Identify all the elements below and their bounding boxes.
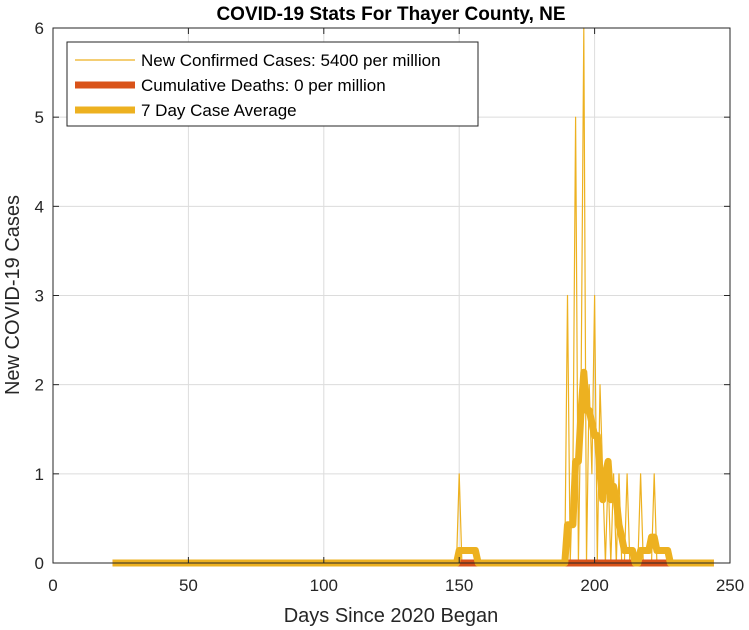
y-tick-label: 1 (35, 465, 44, 484)
x-tick-label: 250 (716, 576, 744, 595)
x-tick-label: 0 (48, 576, 57, 595)
series-line-3 (112, 368, 714, 567)
legend-label-3: 7 Day Case Average (141, 101, 297, 120)
chart-title: COVID-19 Stats For Thayer County, NE (216, 4, 565, 25)
legend-label-2: Cumulative Deaths: 0 per million (141, 76, 386, 95)
tick-layer: 0 50 100 150 200 250 0 1 2 3 4 5 6 (35, 19, 745, 595)
legend-box (66, 41, 479, 127)
x-tick-label: 150 (445, 576, 473, 595)
y-tick-label: 4 (35, 197, 44, 216)
legend: New Confirmed Cases: 5400 per million Cum… (66, 41, 479, 127)
y-tick-label: 2 (35, 376, 44, 395)
y-tick-label: 0 (35, 554, 44, 573)
x-tick-label: 50 (179, 576, 198, 595)
y-axis-label: New COVID-19 Cases (2, 195, 24, 395)
y-tick-label: 3 (35, 287, 44, 306)
y-tick-label: 6 (35, 19, 44, 38)
x-tick-label: 100 (310, 576, 338, 595)
x-axis-label: Days Since 2020 Began (284, 605, 499, 627)
x-tick-label: 200 (580, 576, 608, 595)
legend-label-1: New Confirmed Cases: 5400 per million (141, 51, 441, 70)
y-tick-label: 5 (35, 108, 44, 127)
